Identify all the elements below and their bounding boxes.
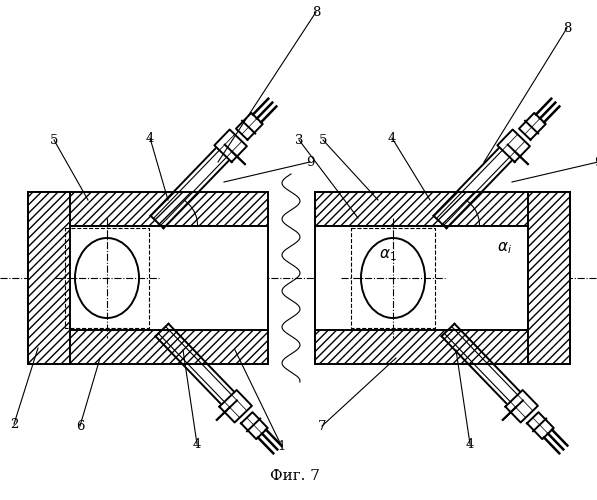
Bar <box>28 226 268 330</box>
Polygon shape <box>219 390 252 422</box>
Polygon shape <box>241 412 268 439</box>
Ellipse shape <box>361 238 425 318</box>
Polygon shape <box>505 390 538 422</box>
Text: 3: 3 <box>295 134 303 146</box>
Bar <box>28 192 268 226</box>
Polygon shape <box>497 130 530 162</box>
Text: 1: 1 <box>278 440 286 454</box>
Text: 9: 9 <box>306 156 314 168</box>
Bar <box>28 192 70 364</box>
Text: 4: 4 <box>466 438 474 450</box>
Polygon shape <box>527 412 554 439</box>
Ellipse shape <box>75 238 139 318</box>
Polygon shape <box>214 130 247 162</box>
Text: 5: 5 <box>319 134 327 146</box>
Text: 4: 4 <box>193 438 201 450</box>
Bar <box>28 192 70 364</box>
Text: $\alpha_1$: $\alpha_1$ <box>379 247 397 263</box>
Polygon shape <box>519 113 546 140</box>
Text: 6: 6 <box>76 420 84 432</box>
Bar <box>28 192 268 226</box>
Text: 5: 5 <box>50 134 58 146</box>
Polygon shape <box>236 113 263 140</box>
Bar <box>315 226 570 330</box>
Text: 7: 7 <box>318 420 326 432</box>
Bar <box>28 330 268 364</box>
Bar <box>528 192 570 364</box>
Bar <box>528 192 570 364</box>
Text: 8: 8 <box>563 22 571 35</box>
Bar <box>315 330 570 364</box>
Text: Фиг. 7: Фиг. 7 <box>270 469 320 483</box>
Bar <box>28 330 268 364</box>
Text: $\alpha_i$: $\alpha_i$ <box>497 240 512 256</box>
Text: 4: 4 <box>146 132 154 144</box>
Bar <box>315 192 570 226</box>
Text: 9: 9 <box>594 156 597 168</box>
Bar <box>315 192 570 226</box>
Text: 2: 2 <box>10 418 18 430</box>
Bar <box>315 330 570 364</box>
Text: 4: 4 <box>388 132 396 144</box>
Text: 8: 8 <box>312 6 320 18</box>
